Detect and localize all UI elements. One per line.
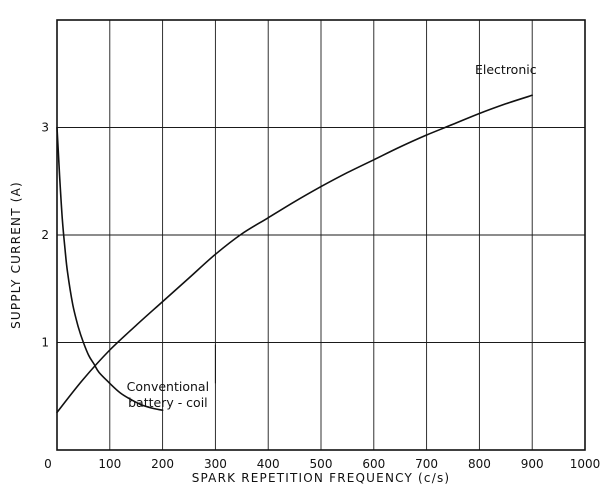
x-tick-label: 1000 <box>570 457 601 471</box>
electronic-label: Electronic <box>475 62 537 77</box>
y-axis-label: SUPPLY CURRENT (A) <box>9 181 23 329</box>
x-axis-label: SPARK REPETITION FREQUENCY (c/s) <box>192 471 451 485</box>
x-tick-label: 400 <box>257 457 280 471</box>
x-tick-label: 900 <box>521 457 544 471</box>
conventional-label-line2: battery - coil <box>128 395 208 410</box>
x-tick-label: 100 <box>98 457 121 471</box>
y-tick-label: 2 <box>41 228 49 242</box>
conventional-label-line1: Conventional <box>127 379 209 394</box>
x-axis-ticks: 0 100 200 300 400 500 600 700 800 900 1000 <box>44 457 600 471</box>
x-tick-label: 600 <box>362 457 385 471</box>
y-axis-ticks: 1 2 3 <box>41 121 49 350</box>
x-tick-label: 300 <box>204 457 227 471</box>
conventional-battery-coil-curve <box>56 126 164 411</box>
y-tick-label: 1 <box>41 336 49 350</box>
x-tick-label: 700 <box>415 457 438 471</box>
x-tick-label: 800 <box>468 457 491 471</box>
series <box>56 94 533 414</box>
x-tick-label: 200 <box>151 457 174 471</box>
x-tick-label: 0 <box>44 457 52 471</box>
x-tick-label: 500 <box>310 457 333 471</box>
y-tick-label: 3 <box>41 121 49 135</box>
electronic-curve <box>56 94 533 414</box>
grid <box>57 20 585 450</box>
plot-frame <box>56 19 586 451</box>
